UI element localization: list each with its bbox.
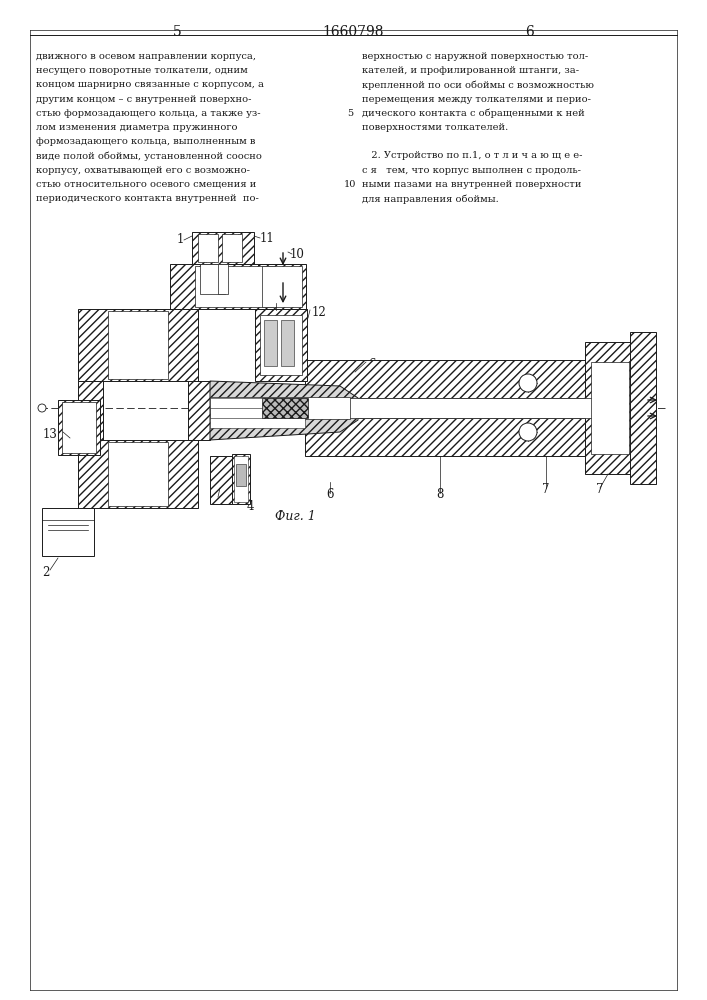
Bar <box>305 398 595 418</box>
Bar <box>58 400 100 455</box>
Bar <box>222 234 242 262</box>
Text: 6: 6 <box>368 358 375 371</box>
Text: для направления обоймы.: для направления обоймы. <box>362 194 498 204</box>
Bar <box>236 464 246 486</box>
Text: с я   тем, что корпус выполнен с продоль-: с я тем, что корпус выполнен с продоль- <box>362 166 581 175</box>
Text: другим концом – с внутренней поверхно-: другим концом – с внутренней поверхно- <box>36 95 252 104</box>
Text: 10: 10 <box>344 180 356 189</box>
Text: 1: 1 <box>177 233 184 246</box>
Text: Фиг. 1: Фиг. 1 <box>274 510 315 523</box>
Text: виде полой обоймы, установленной соосно: виде полой обоймы, установленной соосно <box>36 151 262 161</box>
Bar <box>264 320 277 366</box>
Text: 5: 5 <box>173 25 182 39</box>
Bar <box>260 315 302 375</box>
Text: несущего поворотные толкатели, одним: несущего поворотные толкатели, одним <box>36 66 247 75</box>
Text: 5: 5 <box>272 298 280 311</box>
Bar <box>585 342 637 474</box>
Bar <box>78 440 198 508</box>
Bar <box>210 418 305 428</box>
Text: движного в осевом направлении корпуса,: движного в осевом направлении корпуса, <box>36 52 256 61</box>
Text: кателей, и профилированной штанги, за-: кателей, и профилированной штанги, за- <box>362 66 579 75</box>
Text: 7: 7 <box>542 483 550 496</box>
Bar <box>305 360 595 398</box>
Circle shape <box>519 374 537 392</box>
Polygon shape <box>262 398 308 418</box>
Bar <box>78 309 198 381</box>
Bar <box>170 264 298 309</box>
Bar <box>108 442 168 506</box>
Bar <box>200 264 225 294</box>
Text: ными пазами на внутренней поверхности: ными пазами на внутренней поверхности <box>362 180 581 189</box>
Text: 4: 4 <box>246 500 254 513</box>
Text: стью формозадающего кольца, а также уз-: стью формозадающего кольца, а также уз- <box>36 109 261 118</box>
Circle shape <box>519 423 537 441</box>
Text: 5: 5 <box>347 109 353 118</box>
Bar <box>218 264 228 294</box>
Bar <box>50 220 675 605</box>
Bar <box>210 398 305 408</box>
Polygon shape <box>210 408 358 440</box>
Bar <box>108 311 168 379</box>
Polygon shape <box>210 381 358 408</box>
Bar <box>198 234 218 262</box>
Text: 2: 2 <box>42 566 49 579</box>
Bar <box>42 508 94 556</box>
Text: поверхностями толкателей.: поверхностями толкателей. <box>362 123 508 132</box>
Bar <box>255 309 307 381</box>
Text: крепленной по оси обоймы с возможностью: крепленной по оси обоймы с возможностью <box>362 80 594 90</box>
Text: 6: 6 <box>326 488 334 501</box>
Bar <box>591 362 629 454</box>
Text: лом изменения диаметра пружинного: лом изменения диаметра пружинного <box>36 123 238 132</box>
Text: 11: 11 <box>260 232 275 245</box>
Text: 7: 7 <box>596 483 604 496</box>
Text: 1660798: 1660798 <box>322 25 384 39</box>
Bar <box>192 232 254 264</box>
Text: формозадающего кольца, выполненным в: формозадающего кольца, выполненным в <box>36 137 255 146</box>
Text: 2. Устройство по п.1, о т л и ч а ю щ е е-: 2. Устройство по п.1, о т л и ч а ю щ е … <box>362 151 583 160</box>
Bar <box>188 381 210 440</box>
Bar <box>210 456 232 504</box>
Text: 13: 13 <box>43 428 58 441</box>
Bar <box>62 402 96 453</box>
Text: 8: 8 <box>436 488 444 501</box>
Text: 10: 10 <box>290 248 305 261</box>
Text: стью относительного осевого смещения и: стью относительного осевого смещения и <box>36 180 257 189</box>
Bar <box>305 418 595 456</box>
Text: перемещения между толкателями и перио-: перемещения между толкателями и перио- <box>362 95 591 104</box>
Text: 6: 6 <box>525 25 534 39</box>
Text: концом шарнирно связанные с корпусом, а: концом шарнирно связанные с корпусом, а <box>36 80 264 89</box>
Text: 3: 3 <box>233 486 240 499</box>
Bar <box>258 264 306 309</box>
Bar <box>232 454 250 504</box>
Bar <box>234 456 248 502</box>
Text: периодического контакта внутренней  по-: периодического контакта внутренней по- <box>36 194 259 203</box>
Bar <box>210 397 350 419</box>
Circle shape <box>38 404 46 412</box>
Text: 12: 12 <box>312 306 327 319</box>
Text: корпусу, охватывающей его с возможно-: корпусу, охватывающей его с возможно- <box>36 166 250 175</box>
Text: дического контакта с обращенными к ней: дического контакта с обращенными к ней <box>362 109 585 118</box>
Bar <box>281 320 294 366</box>
Text: верхностью с наружной поверхностью тол-: верхностью с наружной поверхностью тол- <box>362 52 588 61</box>
Bar <box>630 332 656 484</box>
Bar <box>78 381 103 440</box>
Bar <box>195 266 273 307</box>
Bar <box>262 266 302 307</box>
Text: 9: 9 <box>212 492 220 505</box>
